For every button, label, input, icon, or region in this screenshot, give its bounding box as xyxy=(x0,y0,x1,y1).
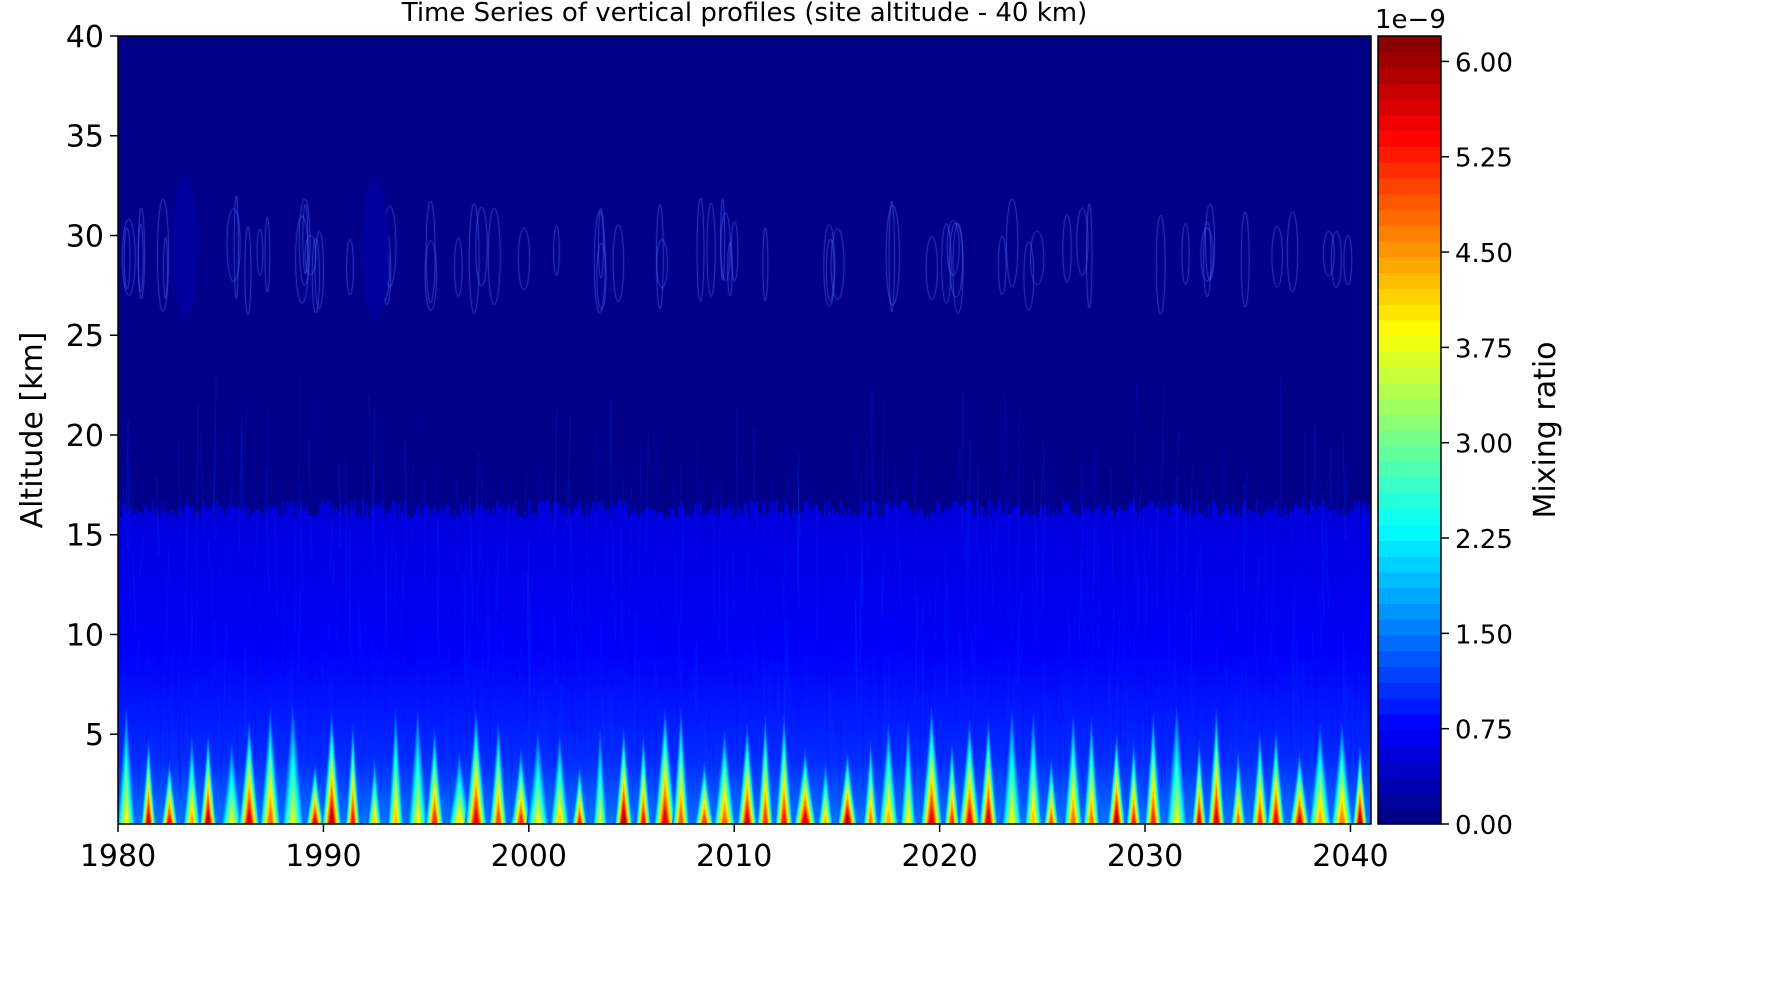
colorbar-level xyxy=(1378,335,1441,352)
x-axis: 1980 1990 2000 2010 2020 2030 2040 xyxy=(80,824,1389,874)
colorbar-level xyxy=(1378,540,1441,557)
colorbar-level xyxy=(1378,162,1441,179)
colorbar: 0.00 0.75 1.50 2.25 3.00 3.75 4.50 5.25 6.00 xyxy=(1377,35,1513,841)
colorbar-level xyxy=(1378,130,1441,147)
y-axis-label: Altitude [km] xyxy=(15,332,50,529)
colorbar-level xyxy=(1378,272,1441,289)
x-tick-label: 2000 xyxy=(491,839,567,874)
colorbar-level xyxy=(1378,445,1441,463)
y-tick-label: 20 xyxy=(66,419,104,454)
y-tick-label: 5 xyxy=(85,718,104,753)
plot-area xyxy=(118,36,1371,824)
colorbar-level xyxy=(1378,745,1441,762)
colorbar-level xyxy=(1378,414,1441,431)
colorbar-level xyxy=(1378,67,1441,84)
colorbar-level xyxy=(1378,114,1441,132)
colorbar-level xyxy=(1378,461,1441,478)
colorbar-level xyxy=(1378,792,1441,809)
y-tick-label: 40 xyxy=(66,20,104,55)
colorbar-level xyxy=(1378,240,1441,258)
colorbar-level xyxy=(1378,225,1441,242)
colorbar-level xyxy=(1378,603,1441,620)
colorbar-tick-label: 6.00 xyxy=(1455,48,1513,78)
colorbar-level xyxy=(1378,398,1441,415)
colorbar-tick-label: 0.00 xyxy=(1455,811,1513,841)
colorbar-tick-label: 4.50 xyxy=(1455,239,1513,269)
colorbar-level xyxy=(1378,177,1441,195)
colorbar-level xyxy=(1378,193,1441,210)
y-axis: 5 10 15 20 25 30 35 40 xyxy=(66,20,118,753)
colorbar-tick-label: 1.50 xyxy=(1455,620,1513,650)
colorbar-level xyxy=(1378,682,1441,699)
x-tick-label: 2030 xyxy=(1107,839,1183,874)
colorbar-level xyxy=(1378,493,1441,510)
colorbar-level xyxy=(1378,571,1441,589)
y-tick-label: 35 xyxy=(66,120,104,155)
colorbar-tick-label: 0.75 xyxy=(1455,716,1513,746)
x-tick-label: 1990 xyxy=(285,839,361,874)
colorbar-level xyxy=(1378,776,1441,794)
colorbar-label: Mixing ratio xyxy=(1528,341,1563,518)
colorbar-tick-label: 3.00 xyxy=(1455,430,1513,460)
colorbar-level xyxy=(1378,256,1441,273)
colorbar-level xyxy=(1378,51,1441,69)
colorbar-level xyxy=(1378,319,1441,337)
colorbar-level xyxy=(1378,524,1441,541)
y-tick-label: 10 xyxy=(66,618,104,653)
colorbar-level xyxy=(1378,556,1441,573)
colorbar-level xyxy=(1378,619,1441,636)
colorbar-level xyxy=(1378,288,1441,305)
x-tick-label: 2040 xyxy=(1312,839,1388,874)
colorbar-level xyxy=(1378,36,1441,53)
colorbar-level xyxy=(1378,697,1441,715)
colorbar-level xyxy=(1378,729,1441,746)
y-tick-label: 15 xyxy=(66,519,104,554)
x-tick-label: 2010 xyxy=(696,839,772,874)
colorbar-level xyxy=(1378,351,1441,368)
colorbar-tick-label: 3.75 xyxy=(1455,334,1513,364)
colorbar-level xyxy=(1378,760,1441,778)
colorbar-level xyxy=(1378,99,1441,116)
colorbar-level xyxy=(1378,587,1441,604)
colorbar-level xyxy=(1378,209,1441,226)
x-tick-label: 1980 xyxy=(80,839,156,874)
colorbar-level xyxy=(1378,508,1441,526)
colorbar-level xyxy=(1378,666,1441,683)
colorbar-offset-text: 1e−9 xyxy=(1375,5,1446,35)
colorbar-tick-label: 2.25 xyxy=(1455,525,1513,555)
x-tick-label: 2020 xyxy=(901,839,977,874)
colorbar-level xyxy=(1378,713,1441,731)
y-tick-label: 25 xyxy=(66,319,104,354)
y-tick-label: 30 xyxy=(66,219,104,254)
colorbar-level xyxy=(1378,366,1441,384)
plot-frame xyxy=(117,35,1372,825)
colorbar-level xyxy=(1378,146,1441,163)
colorbar-level xyxy=(1378,303,1441,321)
colorbar-tick-label: 5.25 xyxy=(1455,144,1513,174)
chart-title: Time Series of vertical profiles (site a… xyxy=(401,0,1087,28)
colorbar-level xyxy=(1378,477,1441,494)
heatmap-field xyxy=(118,36,1371,824)
colorbar-level xyxy=(1378,650,1441,667)
colorbar-frame xyxy=(1377,35,1442,825)
colorbar-level xyxy=(1378,382,1441,400)
colorbar-level xyxy=(1378,634,1441,652)
colorbar-level xyxy=(1378,83,1441,100)
colorbar-level xyxy=(1378,808,1441,825)
colorbar-level xyxy=(1378,430,1441,447)
